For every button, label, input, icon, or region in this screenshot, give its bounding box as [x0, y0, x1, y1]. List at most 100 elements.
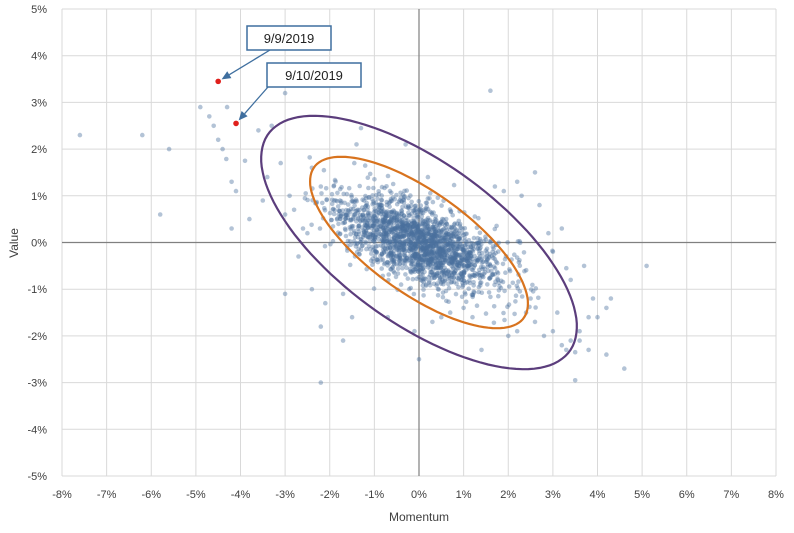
- scatter-point: [392, 234, 397, 239]
- scatter-point: [438, 236, 444, 242]
- scatter-point: [370, 247, 376, 253]
- scatter-point: [479, 272, 485, 278]
- scatter-point: [461, 269, 467, 275]
- scatter-point: [490, 244, 496, 249]
- scatter-point: [419, 227, 424, 233]
- scatter-point: [385, 213, 391, 218]
- scatter-point: [392, 209, 397, 214]
- scatter-point: [380, 238, 386, 243]
- scatter-point: [422, 225, 428, 230]
- scatter-point: [418, 240, 424, 246]
- scatter-point: [398, 239, 403, 244]
- scatter-point: [330, 224, 336, 229]
- scatter-point: [431, 226, 436, 231]
- scatter-point: [399, 208, 405, 214]
- scatter-point: [426, 224, 431, 229]
- scatter-point: [415, 224, 420, 229]
- scatter-point: [397, 198, 403, 203]
- scatter-point: [432, 219, 438, 224]
- scatter-point: [379, 237, 385, 243]
- scatter-point: [349, 194, 355, 200]
- scatter-point: [399, 211, 404, 217]
- scatter-point: [448, 254, 454, 260]
- scatter-point: [439, 219, 444, 224]
- scatter-point: [498, 285, 504, 291]
- scatter-point: [484, 250, 490, 255]
- scatter-point: [424, 251, 430, 256]
- scatter-point: [431, 221, 437, 227]
- scatter-point: [422, 221, 428, 227]
- scatter-point: [470, 244, 476, 250]
- scatter-point: [443, 271, 449, 276]
- scatter-point: [379, 222, 385, 227]
- scatter-point: [412, 231, 418, 237]
- scatter-point: [461, 232, 467, 238]
- scatter-point: [455, 247, 460, 252]
- scatter-point: [449, 236, 454, 241]
- scatter-point: [470, 249, 476, 254]
- scatter-point: [516, 260, 522, 265]
- scatter-point: [379, 251, 385, 257]
- scatter-point: [393, 232, 399, 238]
- scatter-point: [406, 222, 411, 228]
- scatter-point: [381, 239, 386, 244]
- scatter-point: [398, 234, 404, 240]
- scatter-point: [439, 228, 445, 233]
- scatter-point: [438, 265, 444, 271]
- scatter-point: [464, 263, 470, 268]
- scatter-point: [403, 142, 408, 147]
- scatter-point: [350, 216, 356, 222]
- scatter-point: [419, 276, 424, 281]
- scatter-point: [389, 242, 395, 247]
- scatter-point: [448, 259, 454, 265]
- scatter-point: [383, 234, 389, 240]
- scatter-point: [403, 218, 409, 223]
- scatter-point: [376, 233, 382, 239]
- scatter-point: [464, 258, 470, 264]
- scatter-point: [442, 235, 448, 241]
- scatter-point: [352, 241, 358, 246]
- scatter-point: [586, 347, 591, 353]
- scatter-point: [429, 269, 435, 275]
- scatter-point: [410, 259, 416, 264]
- scatter-point: [425, 196, 431, 201]
- scatter-point: [342, 220, 347, 225]
- scatter-point: [445, 231, 451, 237]
- scatter-point: [468, 255, 473, 260]
- scatter-point: [391, 235, 397, 241]
- scatter-point: [318, 184, 324, 189]
- scatter-point: [379, 209, 385, 214]
- scatter-point: [461, 250, 466, 255]
- scatter-point: [459, 274, 465, 280]
- scatter-point: [399, 198, 404, 204]
- scatter-point: [463, 258, 469, 264]
- scatter-point: [397, 258, 402, 264]
- scatter-point: [369, 226, 375, 231]
- scatter-point: [464, 239, 469, 245]
- scatter-point: [390, 195, 396, 200]
- scatter-point: [419, 241, 425, 246]
- scatter-point: [478, 253, 483, 259]
- scatter-point: [433, 243, 439, 248]
- scatter-point: [433, 261, 439, 267]
- scatter-point: [388, 239, 393, 244]
- scatter-point: [365, 212, 371, 217]
- scatter-point: [440, 241, 445, 247]
- scatter-point: [407, 245, 413, 251]
- scatter-point: [401, 225, 406, 231]
- scatter-point: [429, 251, 435, 257]
- scatter-point: [390, 254, 396, 259]
- scatter-point: [425, 261, 431, 266]
- scatter-point: [426, 226, 432, 232]
- scatter-point: [470, 292, 476, 298]
- scatter-point: [401, 213, 407, 218]
- scatter-point: [435, 195, 441, 201]
- scatter-point: [476, 270, 482, 276]
- x-tick-label: -1%: [365, 489, 385, 501]
- scatter-point: [454, 246, 460, 252]
- scatter-point: [411, 267, 417, 273]
- scatter-point: [401, 233, 407, 239]
- scatter-point: [376, 189, 382, 194]
- scatter-point: [379, 202, 385, 208]
- scatter-point: [403, 232, 409, 238]
